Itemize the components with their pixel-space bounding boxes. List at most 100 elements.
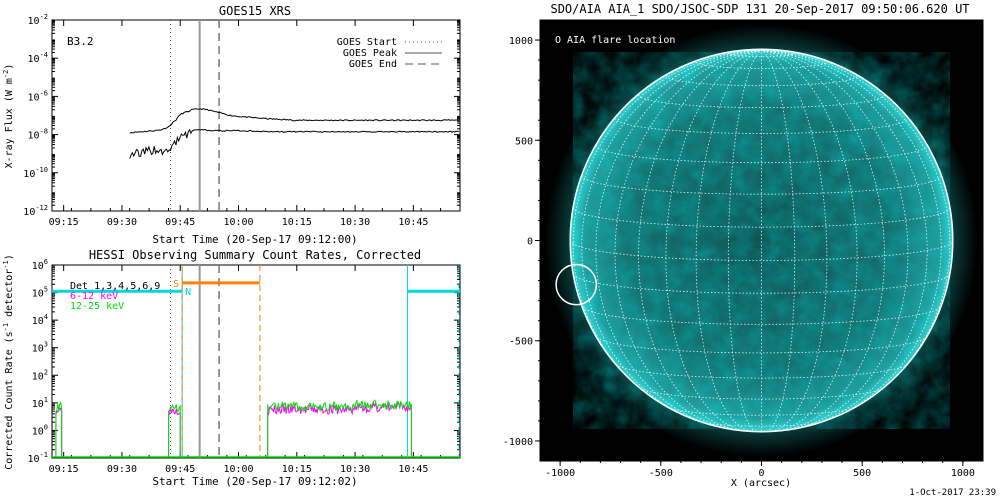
hessi-x-tick-label: 10:00 xyxy=(223,464,253,475)
aia-grid-longitude-line xyxy=(761,49,858,432)
hessi-saa-flag: S xyxy=(173,279,179,290)
aia-x-tick-label: -1000 xyxy=(545,468,575,479)
goes-flare-class: B3.2 xyxy=(67,35,94,48)
aia-grid-latitude-line xyxy=(665,75,858,87)
goes-legend-label: GOES End xyxy=(349,59,397,70)
hessi-x-tick-label: 09:15 xyxy=(49,464,79,475)
hessi-series: SN xyxy=(52,265,460,458)
goes-x-tick-label: 09:45 xyxy=(165,217,195,228)
hessi-legend-label: 12-25 keV xyxy=(70,301,124,312)
aia-grid-latitude-line xyxy=(581,306,942,325)
aia-grid-longitude-line xyxy=(761,49,885,432)
hessi-x-tick-label: 09:30 xyxy=(107,464,137,475)
aia-grid-latitude-line xyxy=(569,240,954,261)
hessi-ylabel-mid: detector xyxy=(4,269,15,323)
aia-x-tick-label: 1000 xyxy=(951,468,975,479)
aia-x-tick-label: 500 xyxy=(853,468,871,479)
goes-x-tick-label: 09:30 xyxy=(107,217,137,228)
goes-ylabel-close: ) xyxy=(4,64,15,70)
aia-disk-texture xyxy=(573,52,950,429)
hessi-trace-high xyxy=(52,399,460,458)
hessi-panel: HESSI Observing Summary Count Rates, Cor… xyxy=(2,248,461,488)
hessi-y-tick-label: 101 xyxy=(32,396,48,410)
hessi-legend-label: 6-12 keV xyxy=(70,291,118,302)
aia-y-tick-label: 500 xyxy=(515,136,533,147)
goes-x-tick-label: 10:45 xyxy=(398,217,428,228)
goes-series-long xyxy=(129,108,460,134)
aia-grid-longitude-line xyxy=(727,49,762,432)
aia-axes: -1000 -500 0 500 1000 1000 500 0 -500 -1000 xyxy=(503,36,975,479)
hessi-xlabel: Start Time (20-Sep-17 09:12:02) xyxy=(152,475,357,488)
goes-y-tick-label: 10-6 xyxy=(28,89,48,103)
aia-grid-latitude-line xyxy=(667,406,856,416)
aia-grid-longitude-line xyxy=(572,49,762,403)
goes-ylabel: X-ray Flux (W m-2) xyxy=(2,64,15,169)
hessi-night-flag: N xyxy=(185,287,191,298)
goes-x-tick-label: 10:15 xyxy=(282,217,312,228)
aia-x-tick-label: -500 xyxy=(649,468,673,479)
hessi-ylabel-sup1: -1 xyxy=(2,323,10,331)
hessi-ylabel: Corrected Count Rate (s-1 detector-1) xyxy=(2,254,15,470)
goes-xlabel: Start Time (20-Sep-17 09:12:00) xyxy=(152,233,357,246)
goes-series-short xyxy=(129,128,459,159)
aia-x-tick-label: 0 xyxy=(758,468,764,479)
hessi-x-tick-label: 09:45 xyxy=(165,464,195,475)
hessi-y-tick-label: 104 xyxy=(32,313,48,327)
aia-heliographic-grid xyxy=(569,49,954,432)
aia-grid-longitude-line xyxy=(595,49,762,430)
aia-title: SDO/AIA AIA_1 SDO/JSOC-SDP 131 20-Sep-20… xyxy=(550,2,969,16)
hessi-x-tick-label: 10:45 xyxy=(398,464,428,475)
aia-y-tick-label: 0 xyxy=(527,237,533,248)
aia-grid-longitude-line xyxy=(761,49,951,403)
aia-grid-latitude-line xyxy=(727,53,796,57)
goes-legend-label: GOES Start xyxy=(337,37,397,48)
aia-image-panel: SDO/AIA AIA_1 SDO/JSOC-SDP 131 20-Sep-20… xyxy=(503,2,984,489)
goes-x-tick-label: 10:00 xyxy=(223,217,253,228)
aia-grid-longitude-line xyxy=(761,49,928,430)
hessi-legend-label: Det 1,3,4,5,6,9 xyxy=(70,281,160,292)
goes-x-tick-label: 09:15 xyxy=(49,217,79,228)
aia-grid-longitude-line xyxy=(581,49,762,424)
aia-grid-latitude-line xyxy=(573,274,950,294)
hessi-y-tick-label: 10-1 xyxy=(28,451,48,465)
hessi-title: HESSI Observing Summary Count Rates, Cor… xyxy=(89,248,421,262)
aia-grid-longitude-line xyxy=(665,49,762,432)
aia-solar-limb xyxy=(569,48,954,433)
aia-flare-location-circle xyxy=(555,263,598,306)
aia-grid-longitude-line xyxy=(695,49,762,432)
footer-timestamp: 1-Oct-2017 23:39 xyxy=(909,488,996,498)
goes-ylabel-sup: -2 xyxy=(2,70,10,78)
aia-grid-latitude-line xyxy=(596,337,927,354)
hessi-y-tick-label: 105 xyxy=(32,286,48,300)
aia-xlabel: X (arcsec) xyxy=(731,478,791,489)
aia-grid-latitude-line xyxy=(614,118,909,134)
goes-axes: 09:15 09:30 09:45 10:00 10:15 10:30 10:45 10-12… xyxy=(23,13,461,228)
aia-y-tick-label: -1000 xyxy=(503,437,533,448)
hessi-y-tick-label: 100 xyxy=(32,423,48,437)
aia-grid-longitude-line xyxy=(614,49,762,430)
hessi-ylabel-sup2: -1 xyxy=(2,260,10,268)
aia-grid-longitude-line xyxy=(761,49,909,430)
aia-grid-longitude-line xyxy=(761,49,828,432)
goes-y-tick-label: 10-4 xyxy=(28,51,48,65)
hessi-trace-low xyxy=(52,401,460,458)
aia-grid-longitude-line xyxy=(638,49,762,432)
hessi-y-tick-label: 102 xyxy=(32,368,48,382)
hessi-x-tick-label: 10:15 xyxy=(282,464,312,475)
goes-title: GOES15 XRS xyxy=(219,4,291,18)
aia-grid-latitude-line xyxy=(638,94,885,108)
goes-series xyxy=(129,108,460,159)
hessi-plot-frame xyxy=(51,264,461,459)
aia-grid-longitude-line xyxy=(761,49,942,424)
aia-grid-longitude-line xyxy=(761,49,796,432)
hessi-y-tick-label: 103 xyxy=(32,341,48,355)
goes-y-tick-label: 10-2 xyxy=(28,13,48,27)
hessi-y-tick-label: 106 xyxy=(32,258,48,272)
aia-legend-label: O AIA flare location xyxy=(555,35,675,46)
goes-y-tick-label: 10-10 xyxy=(23,166,48,180)
